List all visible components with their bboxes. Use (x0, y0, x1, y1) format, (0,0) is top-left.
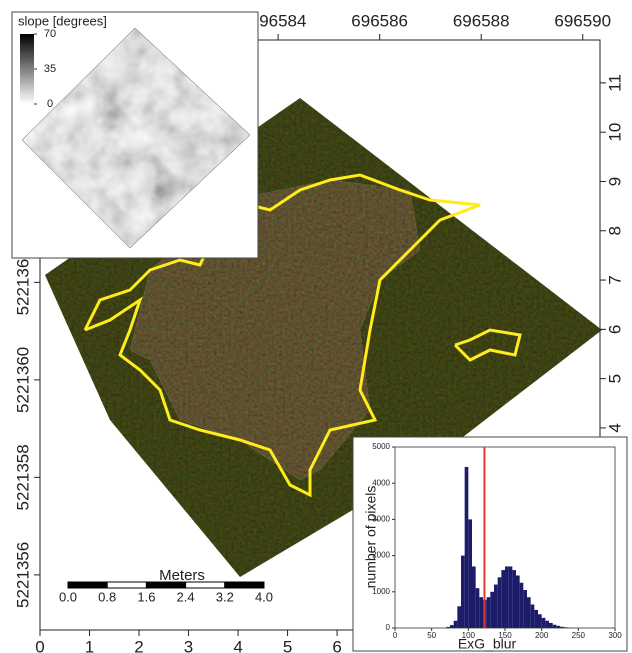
bottom-tick-label: 1 (85, 637, 94, 653)
histogram-bar (490, 592, 494, 628)
x-tick-label: 50 (427, 631, 436, 640)
scale-bar-title: Meters (159, 567, 205, 584)
histogram-bar (512, 570, 516, 628)
histogram-bar (516, 576, 520, 628)
histogram-bar (450, 625, 454, 628)
y-tick-label: 0 (386, 623, 391, 632)
bottom-tick-label: 6 (332, 637, 341, 653)
scale-label: 0.0 (59, 589, 77, 604)
x-tick-label: 150 (498, 631, 512, 640)
histogram-bar (542, 618, 546, 628)
histogram-bar (501, 570, 505, 628)
histogram-bar (553, 625, 557, 628)
scale-label: 2.4 (177, 589, 195, 604)
histogram-bar (509, 566, 513, 628)
figure: 0123456696584696586696588696590522135652… (0, 0, 632, 653)
scale-label: 4.0 (255, 589, 273, 604)
scale-label: 3.2 (216, 589, 234, 604)
right-tick-label: 9 (605, 177, 624, 186)
histogram-bar (498, 577, 502, 628)
colorbar-label: 70 (44, 28, 56, 40)
histogram-bar (461, 556, 465, 628)
scale-segment (107, 582, 146, 588)
x-tick-label: 200 (535, 631, 549, 640)
right-tick-label: 11 (605, 74, 624, 92)
histogram-bar (538, 614, 542, 628)
colorbar-label: 0 (47, 98, 53, 110)
histogram-bar (545, 621, 549, 628)
scale-label: 1.6 (137, 589, 155, 604)
x-tick-label: 0 (393, 631, 398, 640)
histogram-bar (468, 519, 472, 628)
top-tick-label: 696586 (351, 11, 408, 30)
histogram-bar (465, 467, 469, 628)
scale-segment (146, 582, 185, 588)
histogram-bar (534, 610, 538, 628)
histogram-bar (505, 566, 509, 628)
scale-segment (186, 582, 225, 588)
histogram-bar (472, 566, 476, 628)
right-tick-label: 10 (605, 123, 624, 142)
histogram-bar (527, 597, 531, 628)
x-tick-label: 300 (608, 631, 622, 640)
scale-segment (68, 582, 107, 588)
y-axis-label: number of pixels (363, 486, 379, 589)
right-tick-label: 4 (605, 423, 624, 432)
histogram-bar (549, 623, 553, 628)
histogram-bar (520, 583, 524, 628)
histogram-bar (457, 606, 461, 628)
right-tick-label: 8 (605, 226, 624, 235)
y-tick-label: 2000 (372, 551, 390, 560)
x-tick-label: 100 (462, 631, 476, 640)
left-tick-label: 5221360 (13, 347, 32, 413)
y-tick-label: 5000 (372, 442, 390, 451)
colorbar-label: 35 (44, 63, 56, 75)
bottom-tick-label: 3 (184, 637, 193, 653)
scale-label: 0.8 (98, 589, 116, 604)
legend-title: slope [degrees] (18, 13, 107, 28)
left-tick-label: 5221362 (13, 249, 32, 315)
histogram-bar (479, 597, 483, 628)
slope-inset: slope [degrees] 0 35 70 (12, 12, 258, 258)
right-tick-label: 5 (605, 374, 624, 383)
y-tick-label: 1000 (372, 587, 390, 596)
top-tick-label: 696588 (453, 11, 510, 30)
left-tick-label: 5221358 (13, 444, 32, 510)
histogram-bar (494, 585, 498, 628)
histogram-bar (531, 604, 535, 628)
y-tick-label: 4000 (372, 478, 390, 487)
bottom-tick-label: 2 (134, 637, 143, 653)
right-tick-label: 6 (605, 325, 624, 334)
y-tick-label: 3000 (372, 515, 390, 524)
colorbar (20, 34, 34, 104)
bottom-tick-label: 5 (283, 637, 292, 653)
bottom-tick-label: 4 (233, 637, 242, 653)
left-tick-label: 5221356 (13, 542, 32, 608)
bottom-tick-label: 0 (35, 637, 44, 653)
histogram-bar (487, 597, 491, 628)
scale-segment (225, 582, 264, 588)
histogram-bar (523, 590, 527, 628)
histogram-bar (454, 621, 458, 628)
right-tick-label: 7 (605, 275, 624, 284)
histogram-bar (476, 588, 480, 628)
x-tick-label: 250 (572, 631, 586, 640)
top-tick-label: 696590 (554, 11, 611, 30)
